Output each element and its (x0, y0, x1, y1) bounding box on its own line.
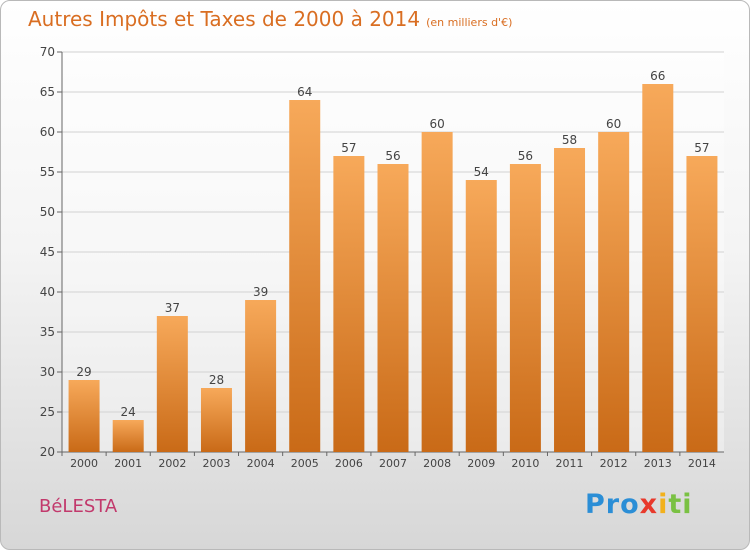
x-tick-label: 2002 (158, 457, 186, 470)
bar-value-label: 56 (518, 149, 533, 163)
bar (554, 148, 586, 452)
x-tick-label: 2008 (423, 457, 451, 470)
bar (642, 84, 674, 452)
y-tick-label: 70 (40, 45, 55, 59)
x-tick-label: 2006 (335, 457, 363, 470)
x-tick-label: 2001 (114, 457, 142, 470)
bar-value-label: 54 (474, 165, 489, 179)
y-tick-label: 45 (40, 245, 55, 259)
y-tick-label: 40 (40, 285, 55, 299)
proxiti-logo: Proxiti (585, 489, 693, 520)
y-tick-label: 65 (40, 85, 55, 99)
bar (377, 164, 409, 452)
bar (289, 100, 321, 452)
x-tick-label: 2009 (467, 457, 495, 470)
bar-value-label: 57 (694, 141, 709, 155)
bar-value-label: 29 (76, 365, 91, 379)
bar (245, 300, 277, 452)
chart-unit: (en milliers d'€) (426, 16, 513, 29)
bar-value-label: 64 (297, 85, 312, 99)
bar (333, 156, 365, 452)
x-tick-label: 2003 (202, 457, 230, 470)
commune-name: BéLESTA (39, 496, 118, 517)
bar (68, 380, 100, 452)
bar (509, 164, 541, 452)
bar-layer (68, 84, 718, 452)
label-layer: 29 2000 24 2001 37 2002 28 2003 39 2004 64 2005 57 20… (70, 69, 716, 470)
bar-value-label: 57 (341, 141, 356, 155)
x-tick-label: 2012 (600, 457, 628, 470)
bar (200, 388, 232, 452)
y-tick-label: 30 (40, 365, 55, 379)
y-tick-label: 60 (40, 125, 55, 139)
x-tick-label: 2005 (291, 457, 319, 470)
bar-value-label: 37 (165, 301, 180, 315)
x-tick-label: 2000 (70, 457, 98, 470)
bar (156, 316, 188, 452)
x-tick-label: 2011 (556, 457, 584, 470)
x-tick-label: 2007 (379, 457, 407, 470)
x-tick-label: 2004 (247, 457, 275, 470)
bar-value-label: 66 (650, 69, 665, 83)
chart-title: Autres Impôts et Taxes de 2000 à 2014 (en… (28, 7, 512, 31)
bar-value-label: 56 (385, 149, 400, 163)
bar (598, 132, 630, 452)
bar-value-label: 24 (121, 405, 136, 419)
y-tick-label: 55 (40, 165, 55, 179)
y-tick-label: 35 (40, 325, 55, 339)
bar-value-label: 28 (209, 373, 224, 387)
bar-value-label: 60 (429, 117, 444, 131)
bar-value-label: 39 (253, 285, 268, 299)
bar (112, 420, 144, 452)
bar-value-label: 60 (606, 117, 621, 131)
x-tick-label: 2010 (511, 457, 539, 470)
y-tick-label: 50 (40, 205, 55, 219)
bar (421, 132, 453, 452)
x-tick-label: 2014 (688, 457, 716, 470)
y-tick-label: 20 (40, 445, 55, 459)
chart-title-text: Autres Impôts et Taxes de 2000 à 2014 (28, 7, 421, 31)
x-tick-label: 2013 (644, 457, 672, 470)
bar (465, 180, 497, 452)
bar-value-label: 58 (562, 133, 577, 147)
bar (686, 156, 718, 452)
y-tick-label: 25 (40, 405, 55, 419)
